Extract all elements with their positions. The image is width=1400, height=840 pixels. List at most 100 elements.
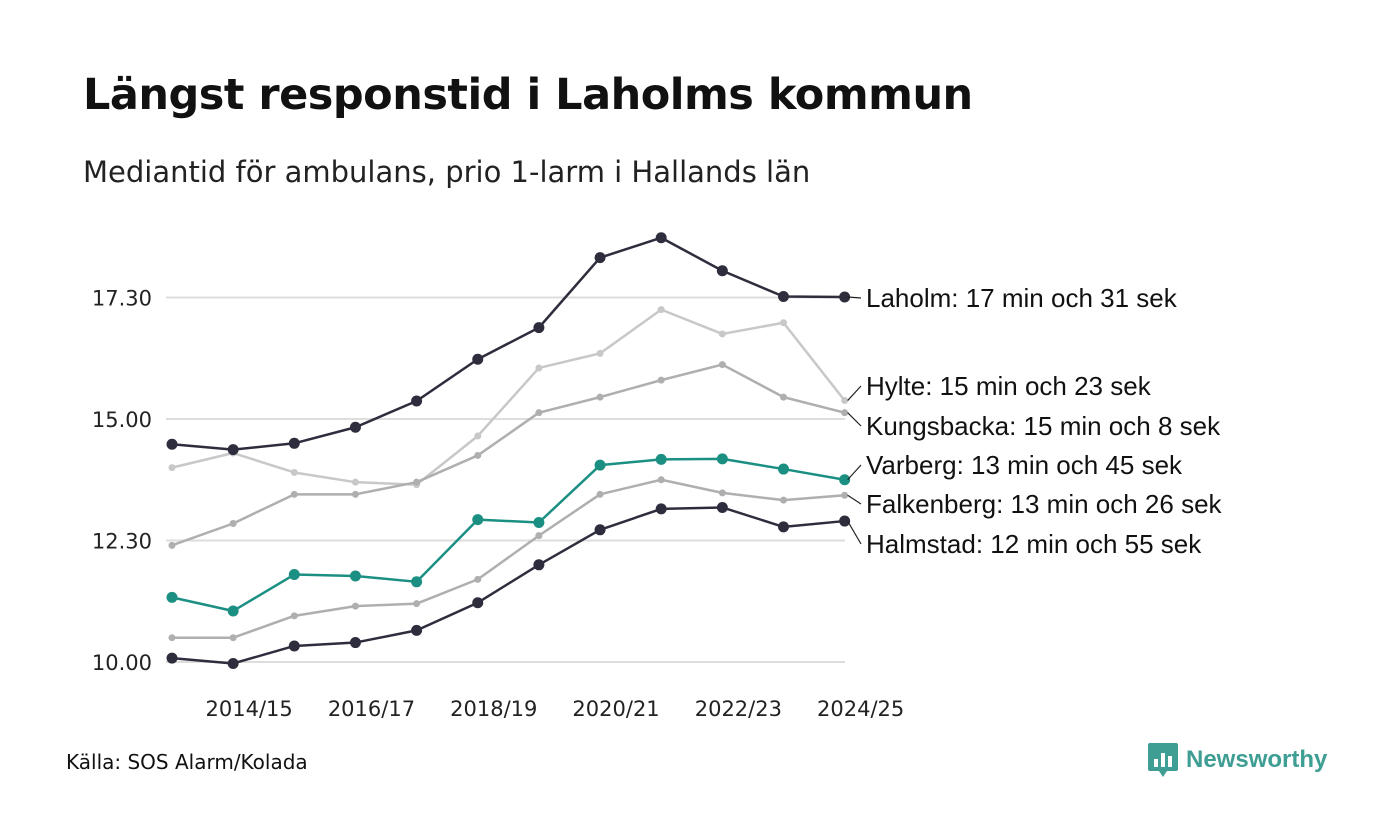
- data-point-laholm: [533, 322, 545, 334]
- data-point-laholm: [594, 252, 606, 264]
- data-point-laholm: [166, 438, 178, 450]
- series-hylte: [168, 306, 849, 489]
- data-point-halmstad: [594, 524, 606, 536]
- series-halmstad: [166, 501, 851, 669]
- series-label-kungsbacka: Kungsbacka: 15 min och 8 sek: [866, 411, 1221, 441]
- series-line-falkenberg: [172, 478, 845, 639]
- data-point-laholm: [288, 437, 300, 449]
- x-tick-label: 2020/21: [572, 697, 659, 721]
- data-point-varberg: [839, 474, 851, 486]
- data-point-hylte: [474, 432, 482, 440]
- data-point-kungsbacka: [474, 451, 482, 459]
- series-line-varberg: [171, 457, 845, 613]
- series-label-varberg: Varberg: 13 min och 45 sek: [866, 450, 1183, 480]
- series-line-laholm: [171, 236, 845, 451]
- data-point-laholm: [778, 291, 789, 303]
- series-varberg: [166, 453, 851, 617]
- data-point-laholm: [472, 353, 484, 365]
- label-leader-hylte: [847, 385, 862, 401]
- data-point-varberg: [288, 569, 300, 581]
- data-point-halmstad: [778, 521, 789, 533]
- data-point-kungsbacka: [657, 376, 665, 384]
- data-point-falkenberg: [229, 634, 237, 642]
- data-point-varberg: [166, 591, 178, 603]
- data-point-varberg: [411, 576, 423, 588]
- x-tick-label: 2014/15: [206, 697, 293, 721]
- data-point-falkenberg: [290, 612, 298, 620]
- x-tick-label: 2016/17: [328, 697, 415, 721]
- data-point-varberg: [716, 453, 728, 465]
- data-point-halmstad: [227, 657, 239, 669]
- data-point-falkenberg: [657, 476, 665, 484]
- source-note: Källa: SOS Alarm/Kolada: [66, 750, 308, 774]
- data-point-hylte: [718, 330, 726, 338]
- data-point-hylte: [596, 349, 604, 357]
- data-point-hylte: [657, 306, 665, 314]
- data-point-falkenberg: [841, 491, 849, 499]
- data-point-kungsbacka: [229, 519, 237, 527]
- chart-subtitle: Mediantid för ambulans, prio 1-larm i Ha…: [83, 155, 811, 189]
- axis-labels: 10.00 12.30 15.00 17.30 2014/15 2016/17 2018/1…: [92, 287, 904, 722]
- series-laholm: [166, 232, 851, 456]
- data-point-kungsbacka: [596, 393, 604, 401]
- series-label-halmstad: Halmstad: 12 min och 55 sek: [866, 529, 1202, 559]
- chart-title: Längst responstid i Laholms kommun: [83, 70, 973, 120]
- data-point-kungsbacka: [535, 409, 543, 417]
- series-label-falkenberg: Falkenberg: 13 min och 26 sek: [866, 489, 1223, 519]
- data-point-varberg: [349, 570, 361, 582]
- data-point-varberg: [472, 514, 484, 526]
- data-point-kungsbacka: [413, 478, 421, 486]
- data-point-laholm: [655, 232, 667, 244]
- data-point-falkenberg: [780, 496, 787, 504]
- label-leader-kungsbacka: [847, 412, 862, 427]
- y-tick-label: 12.30: [92, 530, 152, 554]
- x-tick-label: 2024/25: [817, 697, 904, 721]
- data-point-halmstad: [533, 559, 545, 571]
- x-tick-label: 2022/23: [695, 697, 782, 721]
- data-point-halmstad: [166, 652, 178, 664]
- data-point-halmstad: [288, 640, 300, 652]
- data-point-hylte: [351, 478, 359, 486]
- data-point-varberg: [655, 453, 667, 465]
- data-point-laholm: [411, 395, 423, 407]
- data-point-kungsbacka: [351, 490, 359, 498]
- gridlines: [166, 296, 845, 663]
- data-point-hylte: [841, 397, 849, 405]
- data-point-laholm: [716, 265, 728, 277]
- y-tick-label: 17.30: [92, 287, 152, 311]
- label-leader-laholm: [847, 296, 862, 299]
- series-lines: [166, 232, 851, 669]
- label-leader-halmstad: [847, 520, 862, 545]
- data-point-halmstad: [716, 501, 728, 513]
- data-point-halmstad: [655, 503, 667, 515]
- data-point-kungsbacka: [718, 361, 726, 369]
- data-point-falkenberg: [474, 575, 482, 583]
- data-point-varberg: [227, 605, 239, 617]
- data-point-halmstad: [839, 515, 851, 527]
- data-point-laholm: [349, 421, 361, 433]
- data-point-falkenberg: [168, 634, 176, 642]
- x-tick-label: 2018/19: [450, 697, 537, 721]
- data-point-hylte: [168, 464, 176, 472]
- label-leader-varberg: [847, 464, 862, 481]
- data-point-halmstad: [472, 597, 484, 609]
- data-point-kungsbacka: [168, 541, 176, 549]
- data-point-hylte: [290, 468, 298, 476]
- data-point-kungsbacka: [780, 393, 787, 401]
- series-label-hylte: Hylte: 15 min och 23 sek: [866, 371, 1152, 401]
- series-falkenberg: [168, 476, 849, 642]
- y-tick-label: 15.00: [92, 408, 152, 432]
- data-point-falkenberg: [351, 602, 359, 610]
- bar-chart-speech-bubble-icon: [1148, 743, 1178, 777]
- data-point-kungsbacka: [841, 409, 849, 417]
- series-line-halmstad: [171, 506, 845, 665]
- brand-logo: Newsworthy: [1148, 743, 1327, 777]
- data-point-varberg: [533, 517, 545, 529]
- data-point-falkenberg: [413, 600, 421, 608]
- series-label-laholm: Laholm: 17 min och 31 sek: [866, 283, 1178, 313]
- data-point-falkenberg: [718, 489, 726, 497]
- series-labels: Hylte: 15 min och 23 sek Kungsbacka: 15 m…: [847, 283, 1223, 559]
- brand-name: Newsworthy: [1186, 746, 1328, 773]
- series-line-hylte: [171, 308, 846, 486]
